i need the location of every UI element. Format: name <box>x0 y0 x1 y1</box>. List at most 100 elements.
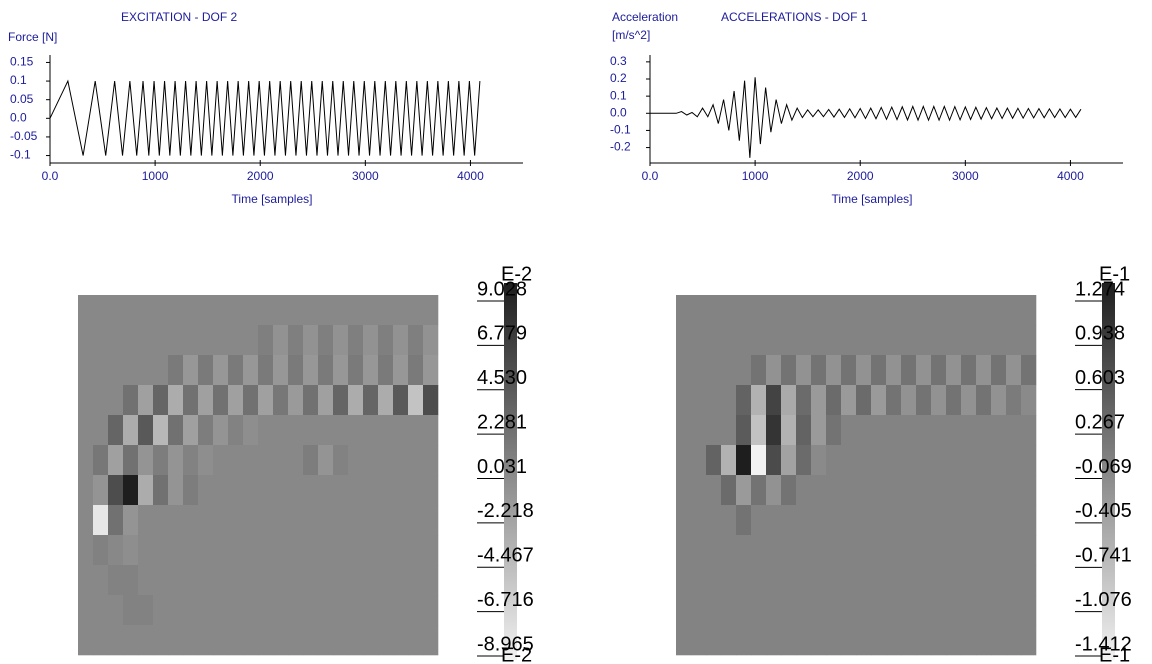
heatmap-cell <box>976 475 992 506</box>
heatmap-cell <box>348 565 364 596</box>
heatmap-cell <box>183 415 199 446</box>
heatmap-cell <box>303 415 319 446</box>
heatmap-cell <box>916 505 932 536</box>
x-tick-label: 4000 <box>1057 169 1084 183</box>
heatmap-cell <box>138 385 154 416</box>
heatmap-cell <box>288 385 304 416</box>
heatmap-cell <box>901 625 917 656</box>
heatmap-cell <box>378 295 394 326</box>
heatmap-cell <box>901 355 917 386</box>
heatmap-cell <box>408 355 424 386</box>
heatmap-cell <box>721 445 737 476</box>
heatmap-cell <box>736 385 752 416</box>
heatmap-cell <box>1006 295 1022 326</box>
heatmap-cell <box>856 625 872 656</box>
heatmap-cell <box>198 295 214 326</box>
x-tick-label: 1000 <box>742 169 769 183</box>
heatmap-cell <box>123 535 139 566</box>
heatmap-cell <box>198 325 214 356</box>
heatmap-cell <box>423 355 439 386</box>
heatmap-cell <box>1021 535 1037 566</box>
heatmap-cell <box>288 325 304 356</box>
heatmap-cell <box>781 475 797 506</box>
heatmap-cell <box>258 505 274 536</box>
heatmap-cell <box>931 355 947 386</box>
heatmap-cell <box>1021 325 1037 356</box>
heatmap-cell <box>931 295 947 326</box>
heatmap-cell <box>423 385 439 416</box>
heatmap-cell <box>348 385 364 416</box>
heatmap-cell <box>243 625 259 656</box>
heatmap-cell <box>93 325 109 356</box>
heatmap-cell <box>108 535 124 566</box>
heatmap-cell <box>991 355 1007 386</box>
heatmap-cell <box>213 505 229 536</box>
heatmap-cell <box>706 355 722 386</box>
heatmap-cell <box>931 325 947 356</box>
heatmap-cell <box>318 355 334 386</box>
heatmap-cell <box>153 535 169 566</box>
heatmap-cell <box>333 505 349 536</box>
heatmap-cell <box>1006 475 1022 506</box>
heatmap-cell <box>408 295 424 326</box>
heatmap-cell <box>273 415 289 446</box>
heatmap-cell <box>691 325 707 356</box>
colorbar-tick-label: 0.267 <box>1075 411 1125 433</box>
heatmap-cell <box>841 355 857 386</box>
heatmap-cell <box>423 625 439 656</box>
colorbar-tick-label: -8.965 <box>477 633 534 655</box>
heatmap-cell <box>796 535 812 566</box>
heatmap-cell <box>901 295 917 326</box>
heatmap-cell <box>811 505 827 536</box>
heatmap-cell <box>811 355 827 386</box>
heatmap-cell <box>318 385 334 416</box>
heatmap-cell <box>841 595 857 626</box>
heatmap-cell <box>976 565 992 596</box>
heatmap-cell <box>228 415 244 446</box>
heatmap-cell <box>766 385 782 416</box>
y-tick-label: -0.1 <box>610 123 631 137</box>
heatmap-cell <box>363 625 379 656</box>
heatmap-cell <box>856 355 872 386</box>
heatmap-cell <box>1021 355 1037 386</box>
heatmap-cell <box>198 505 214 536</box>
heatmap-cell <box>721 625 737 656</box>
heatmap-cell <box>423 595 439 626</box>
heatmap-cell <box>183 355 199 386</box>
heatmap-cell <box>676 385 692 416</box>
heatmap-cell <box>766 565 782 596</box>
heatmap-cell <box>961 295 977 326</box>
heatmap-cell <box>811 385 827 416</box>
heatmap-cell <box>348 415 364 446</box>
heatmap-cell <box>706 445 722 476</box>
heatmap-cell <box>123 355 139 386</box>
heatmap-cell <box>961 505 977 536</box>
heatmap-cell <box>228 595 244 626</box>
heatmap-cell <box>78 385 94 416</box>
heatmap-cell <box>886 535 902 566</box>
heatmap-cell <box>706 475 722 506</box>
heatmap-cell <box>198 595 214 626</box>
heatmap-cell <box>258 565 274 596</box>
heatmap-cell <box>751 385 767 416</box>
heatmap-cell <box>721 415 737 446</box>
heatmap-cell <box>108 475 124 506</box>
heatmap-cell <box>303 385 319 416</box>
heatmap-cell <box>93 535 109 566</box>
heatmap-cell <box>393 625 409 656</box>
heatmap-cell <box>796 415 812 446</box>
heatmap-cell <box>946 385 962 416</box>
heatmap-cell <box>706 325 722 356</box>
heatmap-cell <box>781 565 797 596</box>
heatmap-cell <box>751 325 767 356</box>
heatmap-cell <box>333 565 349 596</box>
heatmap-cell <box>721 295 737 326</box>
heatmap-cell <box>841 415 857 446</box>
heatmap-cell <box>1006 595 1022 626</box>
heatmap-cell <box>676 415 692 446</box>
heatmap-cell <box>288 505 304 536</box>
heatmap-cell <box>991 625 1007 656</box>
heatmap-cell <box>766 355 782 386</box>
heatmap-cell <box>153 295 169 326</box>
heatmap-cell <box>856 535 872 566</box>
